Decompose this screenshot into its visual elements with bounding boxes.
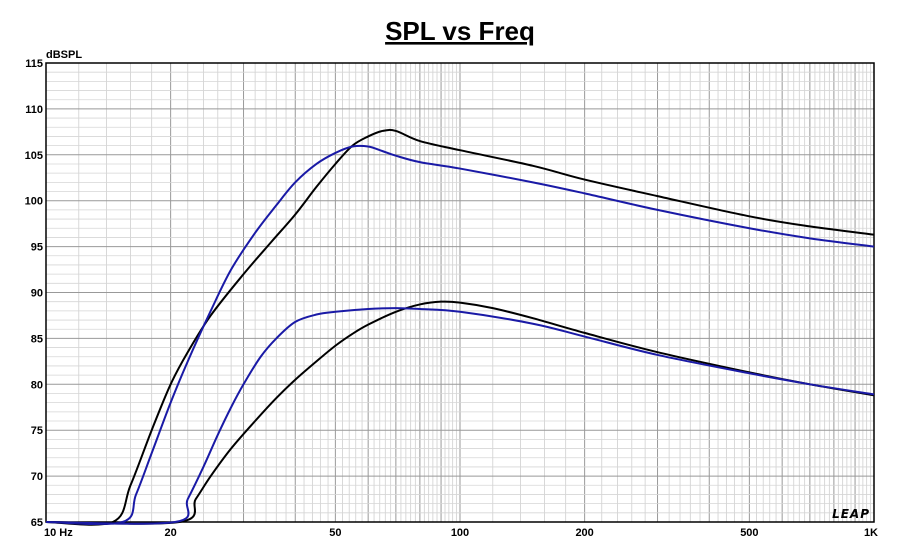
x-tick-label: 10 Hz	[44, 527, 73, 539]
y-tick-label: 75	[31, 425, 43, 437]
y-tick-label: 100	[25, 196, 43, 208]
y-tick-label: 90	[31, 288, 43, 300]
series-line-2	[45, 144, 875, 526]
leap-brand-label: LEAP	[832, 507, 870, 521]
grid	[46, 62, 874, 523]
series-layer	[45, 128, 875, 526]
y-tick-label: 70	[31, 471, 43, 483]
x-tick-label: 1K	[864, 527, 878, 539]
y-tick-label: 115	[25, 58, 43, 70]
y-tick-label: 105	[25, 150, 43, 162]
series-line-4	[45, 307, 875, 525]
y-tick-label: 65	[31, 517, 43, 529]
y-tick-label: 80	[31, 379, 43, 391]
x-tick-labels: 10 Hz 20 50 100 200 500 1K	[44, 527, 878, 539]
x-tick-label: 50	[329, 527, 341, 539]
y-tick-label: 85	[31, 333, 43, 345]
y-axis-label: dBSPL	[46, 49, 82, 61]
plot-frame	[45, 62, 875, 523]
x-tick-label: 500	[740, 527, 758, 539]
y-tick-label: 110	[25, 104, 43, 116]
series-line-3	[45, 300, 875, 525]
x-tick-label: 100	[451, 527, 469, 539]
series-line-1	[45, 128, 875, 526]
chart-title: SPL vs Freq	[385, 16, 535, 46]
x-tick-label: 20	[165, 527, 177, 539]
x-tick-label: 200	[575, 527, 593, 539]
y-tick-labels: 65 70 75 80 85 90 95 100 105 110 115	[25, 58, 43, 529]
y-tick-label: 95	[31, 242, 43, 254]
